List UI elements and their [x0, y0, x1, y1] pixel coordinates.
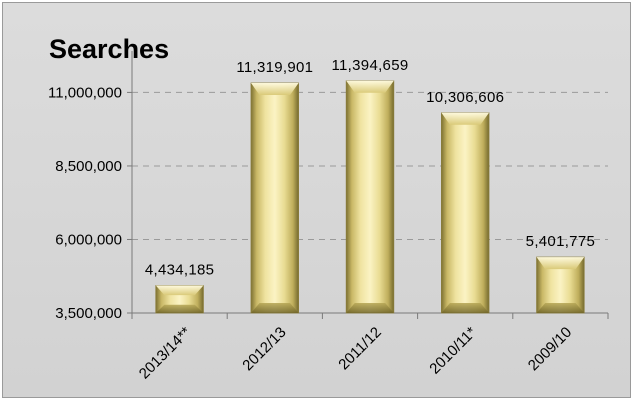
y-tick-label: 8,500,000 [55, 158, 122, 175]
chart-title: Searches [49, 34, 169, 64]
x-tick-label: 2013/14** [136, 324, 195, 383]
y-tick-label: 11,000,000 [48, 84, 122, 101]
data-label: 10,306,606 [426, 89, 504, 106]
bar [536, 256, 585, 314]
x-tick-label: 2011/12 [335, 324, 385, 374]
bar [440, 112, 490, 314]
bar-body [440, 112, 490, 314]
data-label: 5,401,775 [526, 233, 595, 250]
data-label: 4,434,185 [145, 262, 214, 279]
bar-bevel-top [155, 285, 204, 296]
bar-bevel-bottom [536, 303, 585, 313]
bar [250, 82, 299, 314]
bar-bevel-bottom [251, 303, 299, 313]
x-tick-label: 2010/11* [426, 324, 480, 378]
chart-frame: Searches 3,500,000 6,000,000 8,500,000 11,0… [2, 2, 631, 398]
bar-bevel-top [536, 257, 585, 270]
x-tick-label: 2012/13 [239, 324, 289, 374]
bar-body [345, 80, 395, 314]
data-labels: 4,434,185 11,319,901 11,394,659 10,306,606 5… [145, 57, 595, 279]
gridlines [132, 91, 608, 240]
bar-bevel-top [251, 83, 299, 96]
bar [155, 285, 204, 314]
data-label: 11,319,901 [236, 59, 313, 76]
bar [345, 80, 395, 314]
bar-bevel-top [441, 112, 489, 125]
data-label: 11,394,659 [332, 57, 409, 74]
y-tick-label: 3,500,000 [55, 305, 122, 322]
bar-bevel-bottom [155, 304, 204, 313]
x-tick-label: 2009/10 [525, 324, 575, 374]
searches-bar-chart: Searches 3,500,000 6,000,000 8,500,000 11,0… [48, 34, 609, 383]
bar-bevel-bottom [441, 303, 489, 313]
bar-body [250, 82, 299, 314]
bar-bevel-bottom [346, 303, 394, 313]
bars [155, 80, 585, 314]
axes: 3,500,000 6,000,000 8,500,000 11,000,000 201… [48, 51, 609, 383]
y-tick-label: 6,000,000 [55, 231, 122, 248]
bar-bevel-top [346, 80, 394, 93]
